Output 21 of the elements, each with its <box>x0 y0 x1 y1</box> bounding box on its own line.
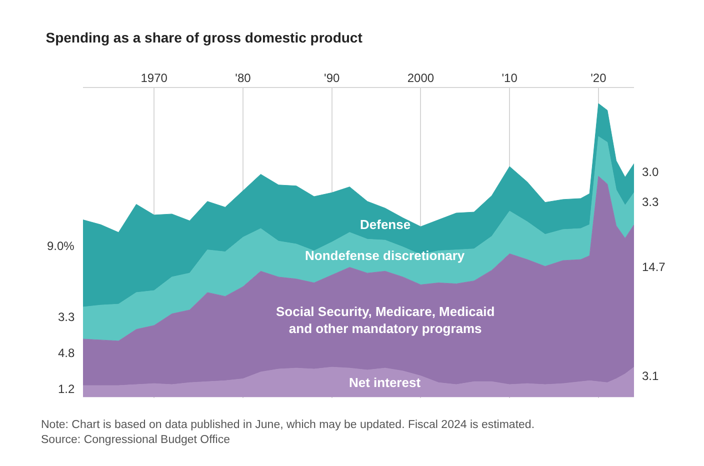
x-tick-label: 2000 <box>407 71 434 86</box>
data-label: 3.1 <box>642 369 660 383</box>
x-tick-label: 1970 <box>140 71 168 86</box>
data-label: 3.3 <box>58 310 76 324</box>
chart-title: Spending as a share of gross domestic product <box>46 29 363 46</box>
series-label: Social Security, Medicare, Medicaid and other mandatory programs <box>276 304 495 336</box>
series-label: Defense <box>360 217 411 232</box>
x-tick-label: '10 <box>502 71 518 86</box>
data-label: 14.7 <box>642 260 666 274</box>
source-note: Source: Congressional Budget Office <box>41 434 230 446</box>
data-label: 1.2 <box>58 382 76 396</box>
series-label: Nondefense discretionary <box>305 248 466 263</box>
x-tick-label: '20 <box>590 71 607 86</box>
data-label: 3.3 <box>642 195 660 209</box>
series-label: Net interest <box>349 375 422 390</box>
x-tick-label: '90 <box>324 71 340 86</box>
data-label: 4.8 <box>58 346 76 360</box>
data-label: 3.0 <box>642 165 660 179</box>
x-tick-label: '80 <box>235 71 252 86</box>
text: Note: Chart is based on data published in June, which may be updated. Fiscal 2024 is estimated. <box>41 419 535 431</box>
data-label: 9.0% <box>47 239 75 253</box>
